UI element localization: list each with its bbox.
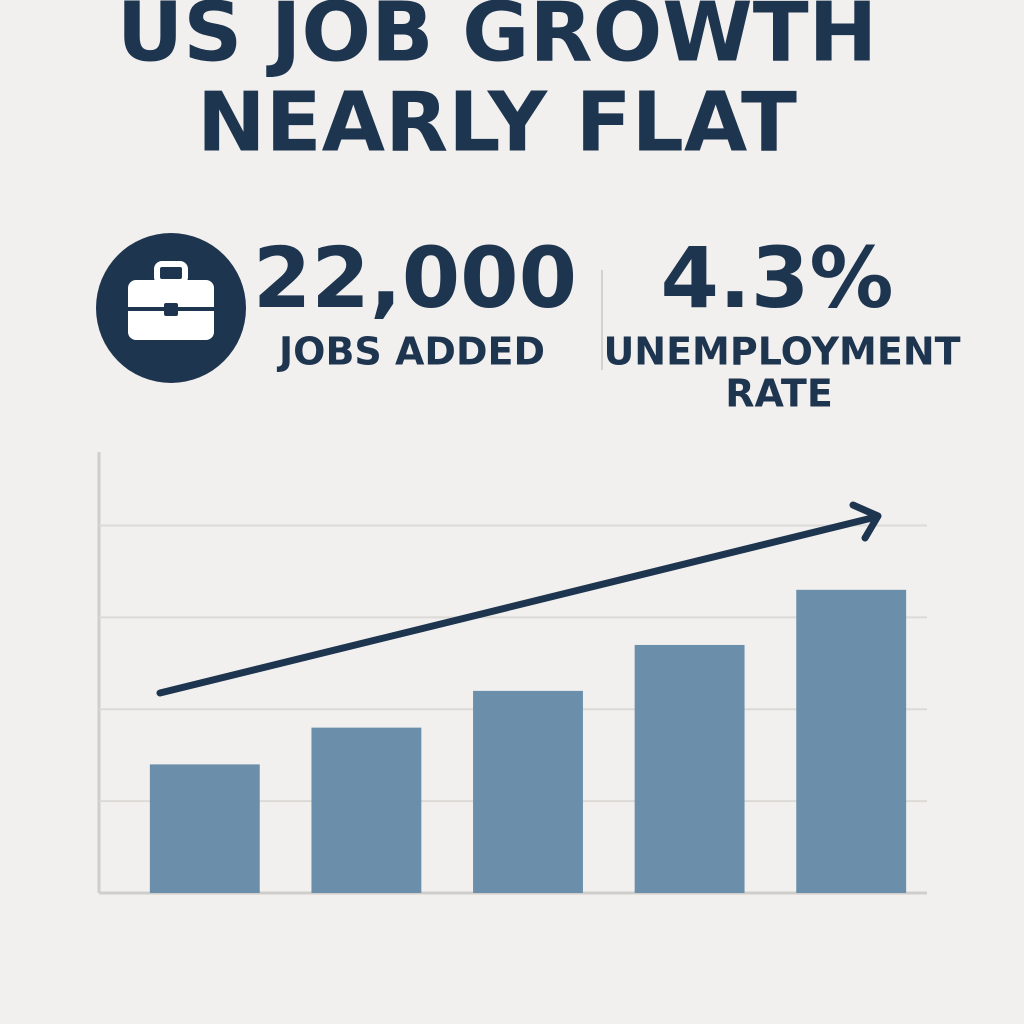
title-line: US JOB GROWTH [117,0,878,80]
stat-label: RATE [725,372,833,416]
stat-label: JOBS ADDED [276,330,545,374]
title-line: NEARLY FLAT [197,75,797,170]
bar [473,690,583,893]
stat-value: 22,000 [253,229,577,327]
trend-arrow [156,501,882,697]
briefcase-icon [96,233,246,383]
bar [634,644,745,893]
stat-value: 4.3% [661,229,894,327]
bar [311,727,422,893]
bar [149,764,260,893]
bar-chart [97,452,927,895]
bar [796,589,907,893]
stat-label: UNEMPLOYMENT [603,330,960,374]
